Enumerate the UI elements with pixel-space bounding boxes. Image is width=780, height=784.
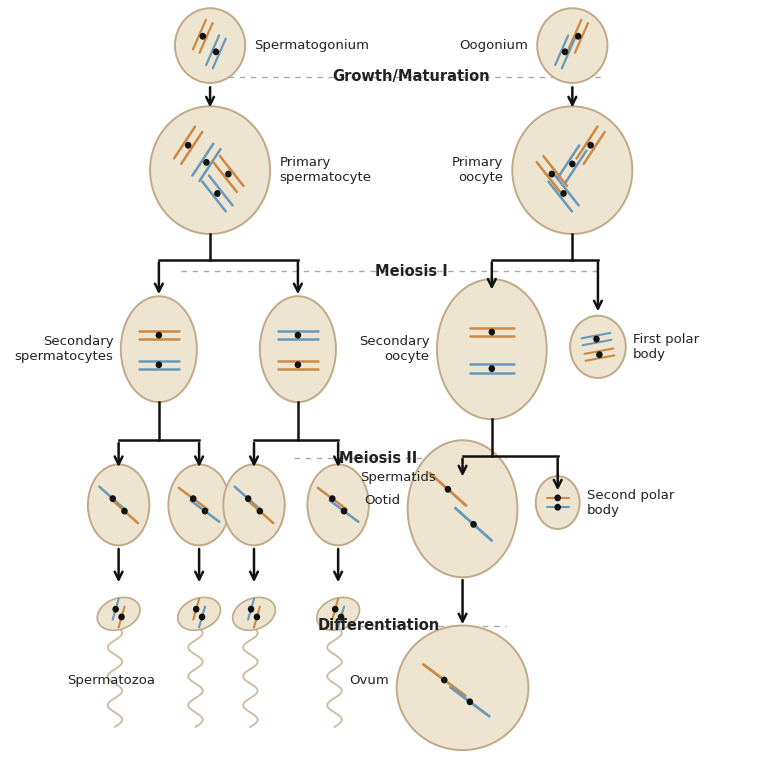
Circle shape xyxy=(254,614,260,619)
Circle shape xyxy=(330,496,335,502)
Circle shape xyxy=(562,49,568,55)
Circle shape xyxy=(226,172,231,176)
Circle shape xyxy=(332,607,338,612)
Ellipse shape xyxy=(408,441,517,577)
Circle shape xyxy=(445,487,451,492)
Ellipse shape xyxy=(175,8,245,83)
Circle shape xyxy=(549,172,555,176)
Circle shape xyxy=(597,352,602,358)
Ellipse shape xyxy=(570,316,626,378)
Text: Second polar
body: Second polar body xyxy=(587,488,675,517)
Circle shape xyxy=(193,607,199,612)
Text: Primary
oocyte: Primary oocyte xyxy=(452,156,503,184)
Text: Differentiation: Differentiation xyxy=(317,618,439,633)
Circle shape xyxy=(489,366,495,372)
Circle shape xyxy=(122,508,127,514)
Circle shape xyxy=(110,496,115,502)
Text: First polar
body: First polar body xyxy=(633,333,699,361)
Text: Spermatids: Spermatids xyxy=(360,471,436,485)
Text: Primary
spermatocyte: Primary spermatocyte xyxy=(279,156,371,184)
Circle shape xyxy=(339,614,344,619)
Ellipse shape xyxy=(317,597,360,630)
Circle shape xyxy=(204,160,209,165)
Circle shape xyxy=(569,162,575,167)
Circle shape xyxy=(257,508,262,514)
Circle shape xyxy=(555,504,560,510)
Circle shape xyxy=(246,496,250,502)
Text: Growth/Maturation: Growth/Maturation xyxy=(332,69,490,84)
Ellipse shape xyxy=(536,476,580,529)
Circle shape xyxy=(113,607,119,612)
Circle shape xyxy=(186,143,190,148)
Circle shape xyxy=(119,614,124,619)
Circle shape xyxy=(200,34,205,39)
Circle shape xyxy=(249,607,254,612)
Ellipse shape xyxy=(537,8,608,83)
Circle shape xyxy=(202,508,207,514)
Text: Meiosis I: Meiosis I xyxy=(375,264,448,279)
Circle shape xyxy=(467,699,473,705)
Ellipse shape xyxy=(307,464,369,546)
Circle shape xyxy=(190,496,196,502)
Circle shape xyxy=(296,332,300,338)
Circle shape xyxy=(588,143,593,148)
Text: Ovum: Ovum xyxy=(349,673,389,687)
Text: Spermatozoa: Spermatozoa xyxy=(67,673,155,687)
Ellipse shape xyxy=(437,279,547,419)
Text: Oogonium: Oogonium xyxy=(459,39,528,52)
Circle shape xyxy=(214,49,218,55)
Ellipse shape xyxy=(397,626,528,750)
Circle shape xyxy=(561,191,566,196)
Ellipse shape xyxy=(150,107,270,234)
Circle shape xyxy=(471,521,476,527)
Circle shape xyxy=(342,508,346,514)
Circle shape xyxy=(156,362,161,368)
Ellipse shape xyxy=(512,107,633,234)
Text: Ootid: Ootid xyxy=(364,495,400,507)
Text: Secondary
oocyte: Secondary oocyte xyxy=(359,336,430,363)
Circle shape xyxy=(489,329,495,335)
Ellipse shape xyxy=(168,464,230,546)
Ellipse shape xyxy=(88,464,149,546)
Ellipse shape xyxy=(98,597,140,630)
Ellipse shape xyxy=(223,464,285,546)
Text: Secondary
spermatocytes: Secondary spermatocytes xyxy=(15,336,114,363)
Circle shape xyxy=(200,614,204,619)
Ellipse shape xyxy=(232,597,275,630)
Text: Spermatogonium: Spermatogonium xyxy=(254,39,369,52)
Circle shape xyxy=(576,34,581,39)
Ellipse shape xyxy=(178,597,221,630)
Circle shape xyxy=(555,495,560,501)
Circle shape xyxy=(156,332,161,338)
Text: Meiosis II: Meiosis II xyxy=(339,451,417,466)
Circle shape xyxy=(594,336,599,342)
Circle shape xyxy=(215,191,220,196)
Ellipse shape xyxy=(121,296,197,402)
Circle shape xyxy=(296,362,300,368)
Circle shape xyxy=(441,677,447,683)
Ellipse shape xyxy=(260,296,336,402)
